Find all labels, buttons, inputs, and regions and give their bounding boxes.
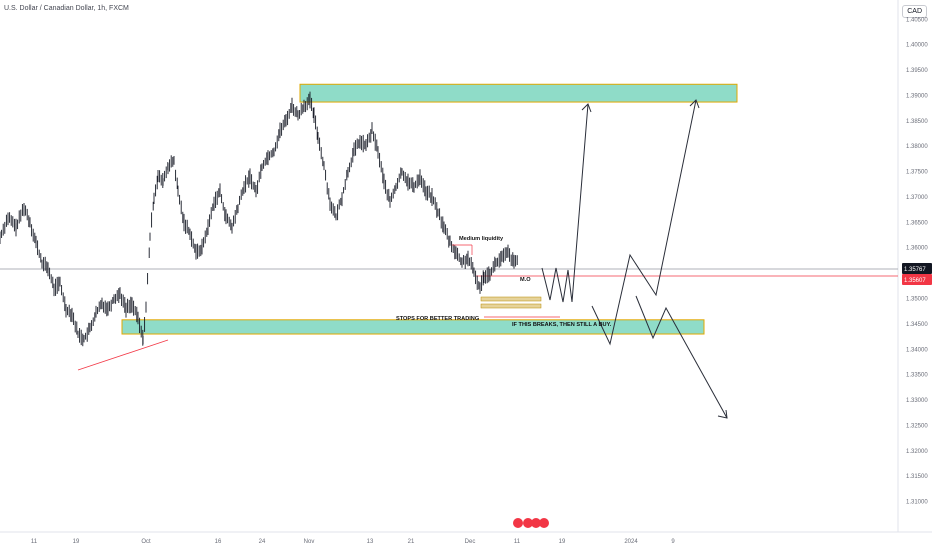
time-tick-label: Dec bbox=[465, 539, 476, 545]
currency-selector[interactable]: CAD bbox=[902, 5, 927, 18]
annotation-medium-liquidity: Medium liquidity bbox=[459, 236, 504, 242]
arrow-head-down bbox=[717, 409, 728, 419]
price-tick-label: 1.39500 bbox=[906, 68, 928, 74]
time-tick-label: Oct bbox=[141, 539, 151, 545]
time-tick-label: 11 bbox=[31, 539, 38, 545]
zone-rect bbox=[121, 319, 705, 335]
zone-rect bbox=[299, 83, 738, 103]
price-tick-label: 1.37000 bbox=[906, 195, 928, 201]
event-icons[interactable] bbox=[513, 518, 549, 528]
annotation-mo: M.O bbox=[520, 277, 531, 283]
price-tick-label: 1.34500 bbox=[906, 322, 928, 328]
trend-line bbox=[77, 339, 169, 371]
time-tick-label: 19 bbox=[559, 539, 566, 545]
time-tick-label: 21 bbox=[408, 539, 415, 545]
annotation-breaks: IF THIS BREAKS, THEN STILL A BUY. bbox=[512, 322, 612, 328]
price-tick-label: 1.37500 bbox=[906, 170, 928, 176]
price-tick-label: 1.32000 bbox=[906, 449, 928, 455]
event-flag-icon[interactable] bbox=[539, 518, 549, 528]
projection-path-down bbox=[635, 295, 728, 419]
second-price-label: 1.35607 bbox=[904, 278, 926, 284]
price-tick-label: 1.40500 bbox=[906, 17, 928, 23]
time-tick-label: 11 bbox=[514, 539, 521, 545]
series-layer bbox=[0, 91, 518, 347]
event-flag-icon[interactable] bbox=[523, 518, 533, 528]
zones-layer bbox=[121, 83, 738, 335]
time-tick-label: 16 bbox=[215, 539, 222, 545]
projection-path-up-2 bbox=[591, 99, 697, 346]
price-axis[interactable]: 1.40500 1.40000 1.39500 1.39000 1.38500 1.380… bbox=[906, 17, 928, 505]
price-tick-label: 1.39000 bbox=[906, 93, 928, 99]
price-tick-label: 1.40000 bbox=[906, 43, 928, 49]
price-tick-label: 1.33500 bbox=[906, 373, 928, 379]
price-tick-label: 1.35000 bbox=[906, 297, 928, 303]
time-tick-label: Nov bbox=[304, 539, 315, 545]
arrow-head-up-2 bbox=[689, 99, 700, 109]
time-tick-label: 2024 bbox=[624, 539, 638, 545]
price-tick-label: 1.36000 bbox=[906, 246, 928, 252]
arrow-head-up-1 bbox=[581, 103, 592, 113]
second-price-tag bbox=[902, 274, 932, 285]
event-flag-icon[interactable] bbox=[513, 518, 523, 528]
price-tick-label: 1.31500 bbox=[906, 474, 928, 480]
price-tick-label: 1.38000 bbox=[906, 144, 928, 150]
annotation-stops: STOPS FOR BETTER TRADING bbox=[396, 316, 479, 322]
projection-path-up-1 bbox=[541, 103, 589, 303]
price-tick-label: 1.31000 bbox=[906, 500, 928, 506]
time-axis[interactable]: 11 19 Oct 16 24 Nov 13 21 Dec 11 19 2024 9 bbox=[31, 539, 675, 545]
current-price-tag bbox=[902, 263, 932, 274]
price-tick-label: 1.36500 bbox=[906, 220, 928, 226]
price-tick-label: 1.33000 bbox=[906, 398, 928, 404]
current-price-label: 1.35767 bbox=[904, 267, 926, 273]
time-tick-label: 19 bbox=[73, 539, 80, 545]
event-flag-icon[interactable] bbox=[531, 518, 541, 528]
price-tick-label: 1.34000 bbox=[906, 347, 928, 353]
time-tick-label: 9 bbox=[671, 539, 675, 545]
time-tick-label: 24 bbox=[259, 539, 266, 545]
price-tick-label: 1.32500 bbox=[906, 423, 928, 429]
time-tick-label: 13 bbox=[367, 539, 374, 545]
symbol-title: U.S. Dollar / Canadian Dollar, 1h, FXCM bbox=[4, 5, 129, 12]
price-tick-label: 1.38500 bbox=[906, 119, 928, 125]
order-block-2 bbox=[480, 303, 542, 309]
order-block-1 bbox=[480, 296, 542, 302]
